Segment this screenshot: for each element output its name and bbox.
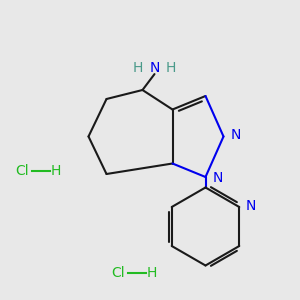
Text: N: N [231, 128, 242, 142]
Text: H: H [133, 61, 143, 74]
Text: N: N [149, 61, 160, 74]
Text: N: N [246, 199, 256, 212]
Text: H: H [166, 61, 176, 74]
Text: H: H [51, 164, 62, 178]
Text: Cl: Cl [15, 164, 28, 178]
Text: Cl: Cl [111, 266, 124, 280]
Text: H: H [147, 266, 158, 280]
Text: N: N [213, 172, 224, 185]
